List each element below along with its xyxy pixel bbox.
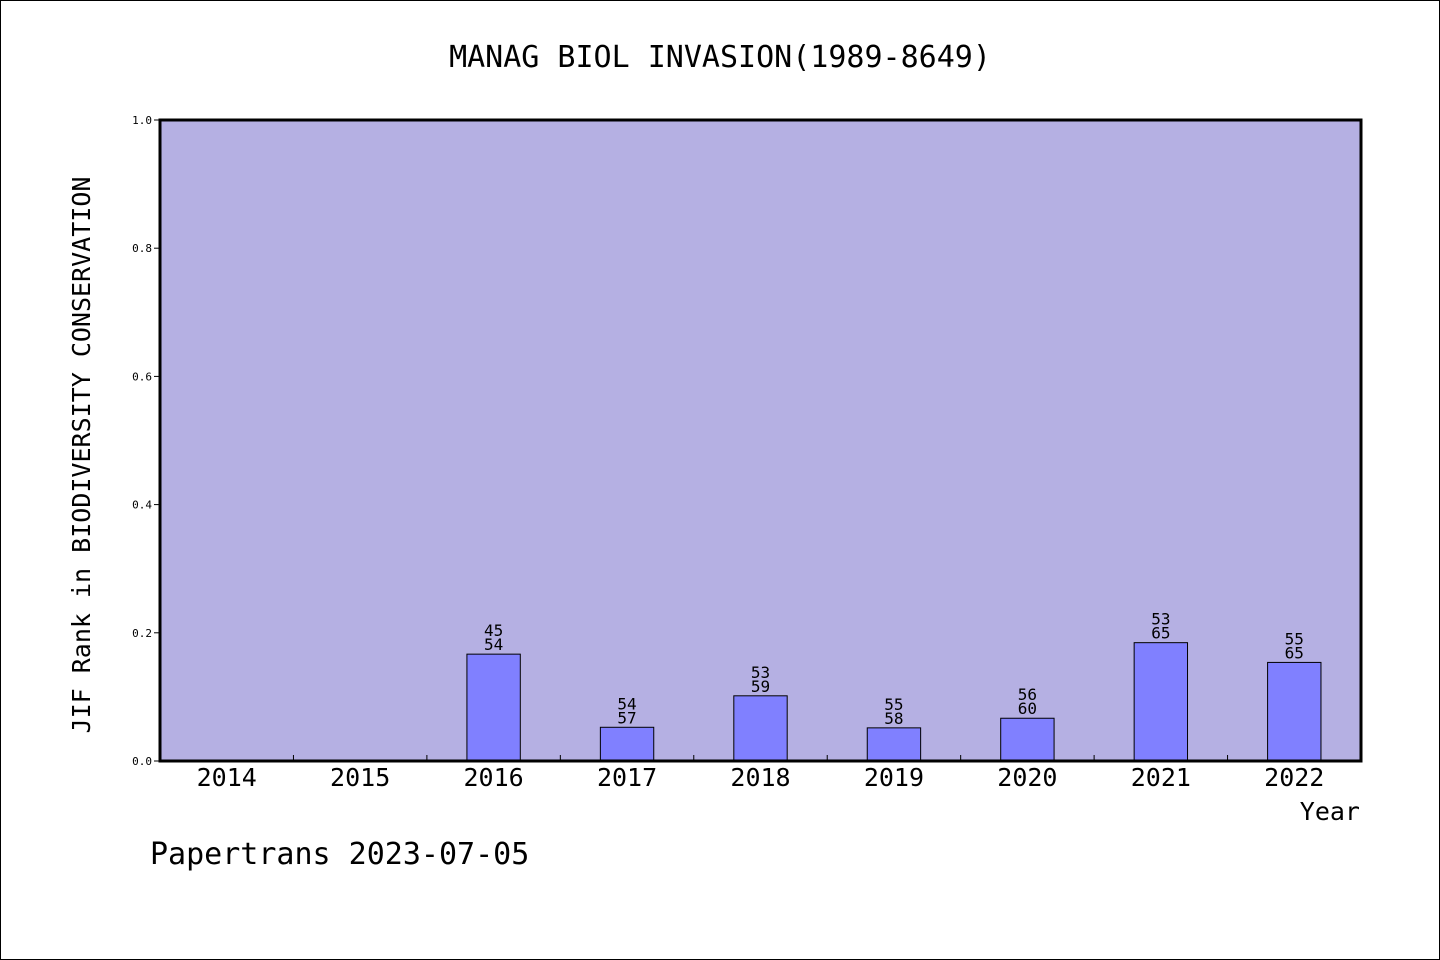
bar bbox=[1133, 642, 1189, 762]
plot-border bbox=[158, 118, 1363, 763]
x-tick-label: 2021 bbox=[1131, 763, 1191, 792]
bar-label-rank: 55 bbox=[1285, 629, 1304, 648]
y-tick-label: 0.4 bbox=[132, 499, 152, 512]
x-tick-label: 2016 bbox=[464, 763, 524, 792]
y-tick-label: 0.8 bbox=[132, 242, 152, 255]
bar bbox=[733, 695, 788, 762]
y-axis-label: JIF Rank in BIODIVERSITY CONSERVATION bbox=[67, 177, 96, 734]
y-tick-label: 0.6 bbox=[132, 370, 152, 383]
bar-label-rank: 56 bbox=[1018, 685, 1037, 704]
y-tick-label: 0.0 bbox=[132, 755, 152, 768]
bar-label-total: 65 bbox=[1151, 624, 1170, 643]
bar-label-total: 58 bbox=[884, 709, 903, 728]
bar-label-total: 57 bbox=[617, 708, 636, 727]
bar-label-rank: 53 bbox=[1151, 610, 1170, 629]
x-axis-label: Year bbox=[1300, 797, 1360, 826]
x-tick-label: 2015 bbox=[330, 763, 390, 792]
bar-label-total: 59 bbox=[751, 677, 770, 696]
bar bbox=[866, 727, 922, 762]
x-tick-label: 2018 bbox=[730, 763, 790, 792]
bar-label-total: 54 bbox=[484, 635, 503, 654]
bar bbox=[466, 653, 521, 762]
footer-credit: Papertrans 2023-07-05 bbox=[150, 837, 529, 872]
bar bbox=[1000, 717, 1055, 762]
chart-title: MANAG BIOL INVASION(1989-8649) bbox=[449, 40, 991, 75]
y-tick-label: 0.2 bbox=[132, 627, 152, 640]
bar-label-rank: 45 bbox=[484, 621, 503, 640]
bar bbox=[1267, 661, 1322, 762]
x-tick-label: 2017 bbox=[597, 763, 657, 792]
bar-label-total: 65 bbox=[1285, 643, 1304, 662]
bar bbox=[599, 726, 655, 762]
x-tick-label: 2019 bbox=[864, 763, 924, 792]
y-tick-label: 1.0 bbox=[132, 114, 152, 127]
x-tick-label: 2022 bbox=[1264, 763, 1324, 792]
bar-label-rank: 55 bbox=[884, 695, 903, 714]
bar-label-rank: 54 bbox=[617, 694, 636, 713]
bar-label-total: 60 bbox=[1018, 699, 1037, 718]
bar-label-rank: 53 bbox=[751, 663, 770, 682]
x-tick-label: 2014 bbox=[197, 763, 257, 792]
x-tick-label: 2020 bbox=[997, 763, 1057, 792]
